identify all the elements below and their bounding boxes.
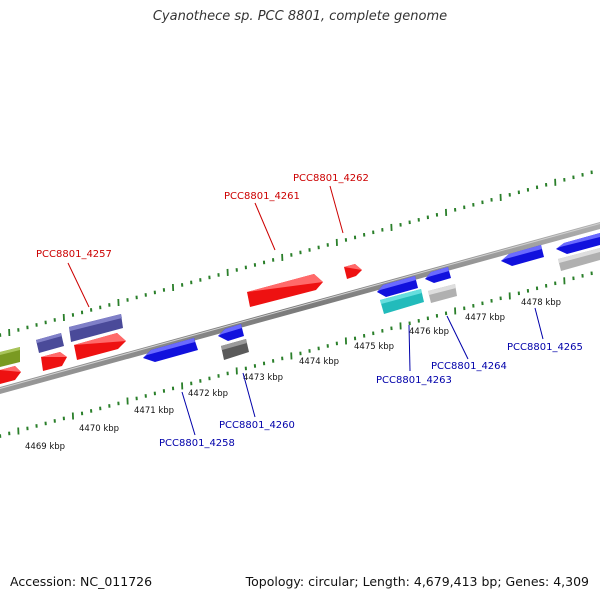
tick-label: 4471 kbp bbox=[134, 406, 174, 416]
leader-line bbox=[408, 324, 411, 372]
gene-label[interactable]: PCC8801_4260 bbox=[219, 420, 295, 431]
gene-feature[interactable] bbox=[428, 284, 457, 303]
genome-summary-text: Topology: circular; Length: 4,679,413 bp… bbox=[245, 574, 589, 589]
label-leaders bbox=[67, 185, 544, 436]
backbone-highlight bbox=[0, 223, 600, 389]
leader-line bbox=[254, 202, 276, 251]
gene-feature[interactable] bbox=[501, 245, 544, 266]
accession-text: Accession: NC_011726 bbox=[10, 574, 153, 589]
gene-feature[interactable] bbox=[556, 233, 600, 254]
gene-feature[interactable] bbox=[36, 333, 64, 353]
tick-label: 4469 kbp bbox=[25, 442, 65, 452]
gene-feature[interactable] bbox=[0, 347, 20, 367]
gene-label[interactable]: PCC8801_4261 bbox=[224, 191, 300, 202]
leader-line bbox=[67, 262, 90, 308]
leader-line bbox=[446, 315, 469, 360]
gene-label[interactable]: PCC8801_4257 bbox=[36, 249, 112, 260]
tick-label: 4475 kbp bbox=[354, 342, 394, 352]
inner-tick-track bbox=[0, 271, 593, 438]
gene-feature[interactable] bbox=[377, 276, 418, 297]
gene-feature[interactable] bbox=[74, 333, 126, 360]
tick-label: 4472 kbp bbox=[188, 389, 228, 399]
map-title: Cyanothece sp. PCC 8801, complete genome bbox=[152, 9, 448, 24]
gene-feature[interactable] bbox=[247, 274, 323, 307]
gene-label[interactable]: PCC8801_4265 bbox=[507, 342, 583, 353]
leader-line bbox=[534, 307, 544, 340]
gene-label[interactable]: PCC8801_4262 bbox=[293, 173, 369, 184]
gene-feature[interactable] bbox=[69, 314, 123, 342]
gene-feature[interactable] bbox=[41, 352, 67, 371]
leader-line bbox=[329, 185, 344, 234]
gene-feature[interactable] bbox=[380, 289, 424, 314]
tick-label: 4470 kbp bbox=[79, 424, 119, 434]
leader-line bbox=[242, 372, 256, 418]
gene-feature[interactable] bbox=[344, 264, 362, 279]
gene-feature[interactable] bbox=[558, 248, 600, 271]
tick-label: 4473 kbp bbox=[243, 373, 283, 383]
reverse-genes bbox=[143, 233, 600, 362]
tick-label: 4474 kbp bbox=[299, 357, 339, 367]
gene-label[interactable]: PCC8801_4258 bbox=[159, 438, 235, 449]
gene-feature[interactable] bbox=[221, 339, 249, 360]
outer-tick-track bbox=[0, 170, 593, 337]
gene-label[interactable]: PCC8801_4263 bbox=[376, 375, 452, 386]
leader-line bbox=[181, 391, 196, 436]
tick-label: 4477 kbp bbox=[465, 313, 505, 323]
gene-feature[interactable] bbox=[143, 338, 198, 362]
tick-label: 4476 kbp bbox=[409, 327, 449, 337]
gene-label[interactable]: PCC8801_4264 bbox=[431, 361, 507, 372]
forward-genes bbox=[0, 264, 362, 384]
gene-labels: PCC8801_4257 PCC8801_4261 PCC8801_4262 P… bbox=[36, 173, 583, 449]
gene-feature[interactable] bbox=[0, 366, 21, 384]
gene-feature[interactable] bbox=[425, 267, 451, 283]
tick-label: 4478 kbp bbox=[521, 298, 561, 308]
gene-feature[interactable] bbox=[218, 324, 244, 341]
tick-labels: 4469 kbp 4470 kbp 4471 kbp 4472 kbp 4473… bbox=[25, 298, 561, 452]
